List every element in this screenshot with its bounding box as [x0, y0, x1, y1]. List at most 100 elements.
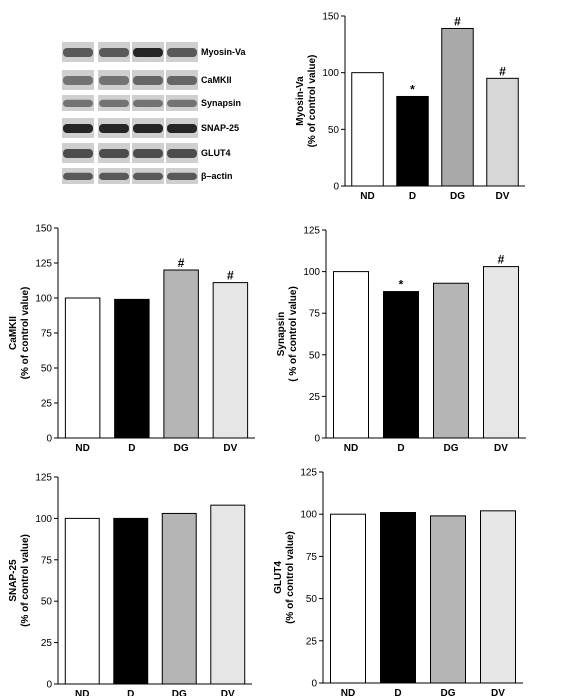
blot-band — [167, 99, 197, 107]
y-tick-label: 50 — [306, 594, 318, 605]
x-tick-label: DV — [223, 443, 237, 454]
y-tick-label: 25 — [41, 638, 53, 649]
y-tick-label: 75 — [41, 555, 53, 566]
y-tick-label: 25 — [306, 636, 318, 647]
y-tick-label: 150 — [35, 224, 52, 235]
blot-band — [133, 48, 163, 57]
bar-DG — [163, 269, 199, 439]
blot-label: Synapsin — [201, 98, 241, 108]
y-tick-label: 100 — [303, 267, 320, 278]
x-tick-label: ND — [75, 443, 89, 454]
y-axis-label: CaMKII — [8, 316, 19, 350]
blot-label: CaMKII — [201, 75, 232, 85]
y-tick-label: 75 — [309, 309, 321, 320]
blot-band — [133, 76, 163, 85]
x-tick-label: ND — [344, 443, 358, 454]
y-axis-label: Synapsin — [276, 312, 287, 356]
blot-label: Myosin-Va — [201, 47, 247, 57]
x-tick-label: DV — [496, 191, 510, 202]
blot-band — [99, 124, 129, 133]
bar-DG — [433, 282, 469, 439]
y-tick-label: 0 — [333, 182, 339, 193]
bar-D — [383, 291, 419, 439]
y-tick-label: 0 — [314, 434, 320, 445]
bar-ND — [333, 271, 369, 439]
bar-D — [396, 95, 429, 187]
x-tick-label: DG — [450, 191, 465, 202]
y-axis-label: Myosin-Va — [295, 76, 306, 126]
blot-band — [167, 172, 197, 180]
bar-DV — [483, 266, 519, 439]
bar-chart-4: 0 25 50 75 100 125 ND D DG DV SNAP-25 (% of control… — [8, 473, 252, 696]
significance-marker: # — [498, 253, 505, 267]
x-tick-label: DV — [491, 688, 505, 696]
blot-row: Myosin-Va — [62, 42, 247, 62]
bar-DV — [210, 504, 246, 685]
y-tick-label: 25 — [41, 399, 53, 410]
significance-marker: # — [227, 269, 234, 283]
y-tick-label: 100 — [300, 510, 317, 521]
blot-band — [133, 124, 163, 133]
x-tick-label: D — [127, 689, 134, 696]
x-tick-label: D — [409, 191, 416, 202]
y-tick-label: 25 — [309, 392, 321, 403]
bar-ND — [330, 513, 366, 684]
y-tick-label: 150 — [322, 12, 339, 23]
y-tick-label: 125 — [35, 473, 52, 484]
blot-band — [99, 76, 129, 85]
x-tick-label: ND — [341, 688, 355, 696]
blot-band — [63, 149, 93, 158]
bar-chart-2: 0 25 50 75 100 125 150 ND D DG # DV # CaMKII (% of con… — [8, 224, 255, 454]
blot-band — [133, 149, 163, 158]
significance-marker: # — [454, 14, 461, 28]
blot-row: GLUT4 — [62, 143, 231, 163]
blot-band — [167, 48, 197, 57]
y-axis-label: GLUT4 — [273, 561, 284, 594]
blot-band — [63, 48, 93, 57]
blot-row: β–actin — [62, 168, 233, 184]
blot-band — [63, 76, 93, 85]
bar-ND — [64, 517, 100, 685]
blot-band — [133, 99, 163, 107]
bar-chart-5: 0 25 50 75 100 125 ND D DG DV GLUT4 (% of control v… — [273, 468, 523, 696]
blot-row: CaMKII — [62, 70, 232, 90]
blot-label: SNAP-25 — [201, 123, 239, 133]
bar-DG — [161, 512, 197, 685]
blot-row: SNAP-25 — [62, 118, 239, 138]
bar-DG — [441, 27, 474, 187]
bar-DV — [212, 282, 249, 439]
x-tick-label: DG — [174, 443, 189, 454]
bar-ND — [351, 72, 384, 187]
x-tick-label: ND — [360, 191, 374, 202]
blot-band — [99, 172, 129, 180]
x-tick-label: ND — [75, 689, 89, 696]
bar-D — [114, 298, 150, 439]
western-blot-panel: Myosin-Va CaMKII Synapsin SNAP-25 GLUT4 β–act… — [62, 42, 247, 184]
bar-DG — [430, 515, 466, 684]
y-tick-label: 125 — [300, 468, 317, 479]
x-tick-label: DG — [172, 689, 187, 696]
y-tick-label: 125 — [35, 259, 52, 270]
y-tick-label: 100 — [322, 68, 339, 79]
y-tick-label: 0 — [311, 679, 317, 690]
blot-label: β–actin — [201, 171, 233, 181]
blot-row: Synapsin — [62, 95, 241, 111]
blot-band — [99, 99, 129, 107]
x-tick-label: D — [394, 688, 401, 696]
x-tick-label: D — [128, 443, 135, 454]
y-tick-label: 50 — [41, 597, 53, 608]
significance-marker: # — [499, 64, 506, 78]
blot-band — [167, 76, 197, 85]
y-axis-label-units: ( % of control value) — [288, 286, 299, 382]
x-tick-label: DV — [494, 443, 508, 454]
y-tick-label: 50 — [309, 350, 321, 361]
y-tick-label: 50 — [41, 364, 53, 375]
y-tick-label: 100 — [35, 294, 52, 305]
blot-band — [63, 124, 93, 133]
bar-D — [380, 512, 416, 684]
y-tick-label: 125 — [303, 226, 320, 237]
x-tick-label: DG — [441, 688, 456, 696]
significance-marker: # — [178, 256, 185, 270]
